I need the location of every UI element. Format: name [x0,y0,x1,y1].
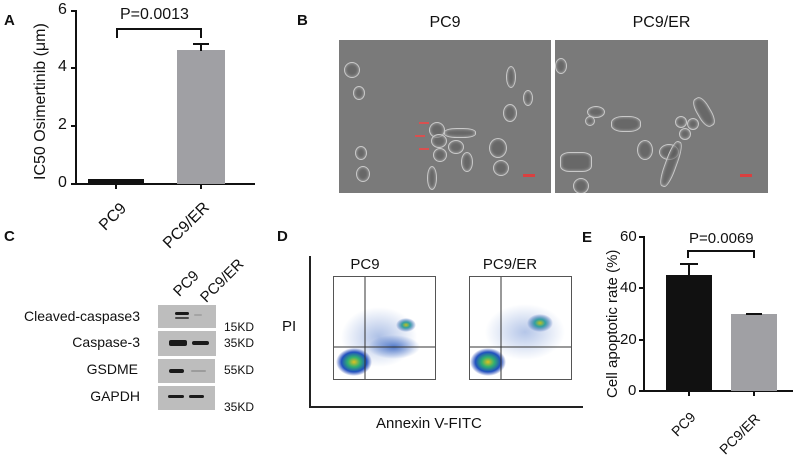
panel-label-b: B [297,12,308,29]
y-axis-label-d: PI [282,318,297,335]
blot-gapdh [158,386,215,410]
kd-label: 35KD [224,400,255,414]
protein-label: GAPDH [90,388,140,404]
scale-bar [523,174,535,177]
p-value-a: P=0.0013 [120,6,189,23]
outer-y-axis [309,256,311,408]
lane-label-pc9er: PC9/ER [197,255,248,307]
micrograph-pc9er [555,40,768,193]
significance-bracket-e [687,250,755,252]
kd-label: 55KD [224,363,255,377]
arrow-icon [415,135,425,137]
ytick: 40 [620,279,637,296]
blot-cleaved-caspase3 [158,305,216,328]
kd-label: 15KD [224,320,255,334]
y-axis-e [643,236,645,392]
outer-x-axis [309,406,583,408]
ytick: 2 [58,116,67,133]
arrow-icon [419,148,429,150]
xtick-pc9-a: PC9 [96,199,131,235]
flow-plot-pc9er [469,276,572,380]
ytick: 0 [58,174,67,191]
protein-label: GSDME [86,361,138,377]
xtick-pc9er-a: PC9/ER [160,199,213,253]
scale-bar [740,174,752,177]
xtick-pc9-e: PC9 [668,408,699,440]
bar-pc9-a [88,179,144,184]
y-axis-label-a: IC50 Osimertinib (μm) [32,23,49,180]
flow-title-pc9: PC9 [350,256,380,273]
arrow-icon [419,122,429,124]
blot-gsdme [158,359,215,383]
flow-title-pc9er: PC9/ER [482,256,538,273]
y-axis-label-e: Cell apoptotic rate (%) [604,249,621,398]
ytick: 20 [620,331,637,348]
micro-title-pc9: PC9 [429,14,461,31]
bar-pc9-e [666,275,712,391]
protein-label: Caspase-3 [72,334,140,350]
bar-pc9er-a [177,50,225,184]
xtick-pc9er-e: PC9/ER [716,410,764,457]
ytick: 4 [58,58,67,75]
panel-label-a: A [4,12,15,29]
ytick: 0 [628,382,637,399]
kd-label: 35KD [224,336,255,350]
micrograph-pc9 [339,40,551,193]
x-axis-a [75,183,255,185]
flow-plot-pc9 [333,276,436,380]
p-value-e: P=0.0069 [689,230,754,247]
significance-bracket-a [116,28,202,30]
ytick: 60 [620,228,637,245]
x-axis-label-d: Annexin V-FITC [376,415,482,432]
protein-label: Cleaved-caspase3 [24,308,140,324]
x-axis-e [643,390,793,392]
ytick: 6 [58,1,67,18]
panel-label-c: C [4,228,15,245]
bar-pc9er-e [731,314,777,391]
panel-label-d: D [277,228,288,245]
y-axis-a [75,10,77,184]
panel-label-e: E [582,229,593,246]
blot-caspase-3 [158,331,216,356]
micro-title-pc9er: PC9/ER [632,14,691,31]
